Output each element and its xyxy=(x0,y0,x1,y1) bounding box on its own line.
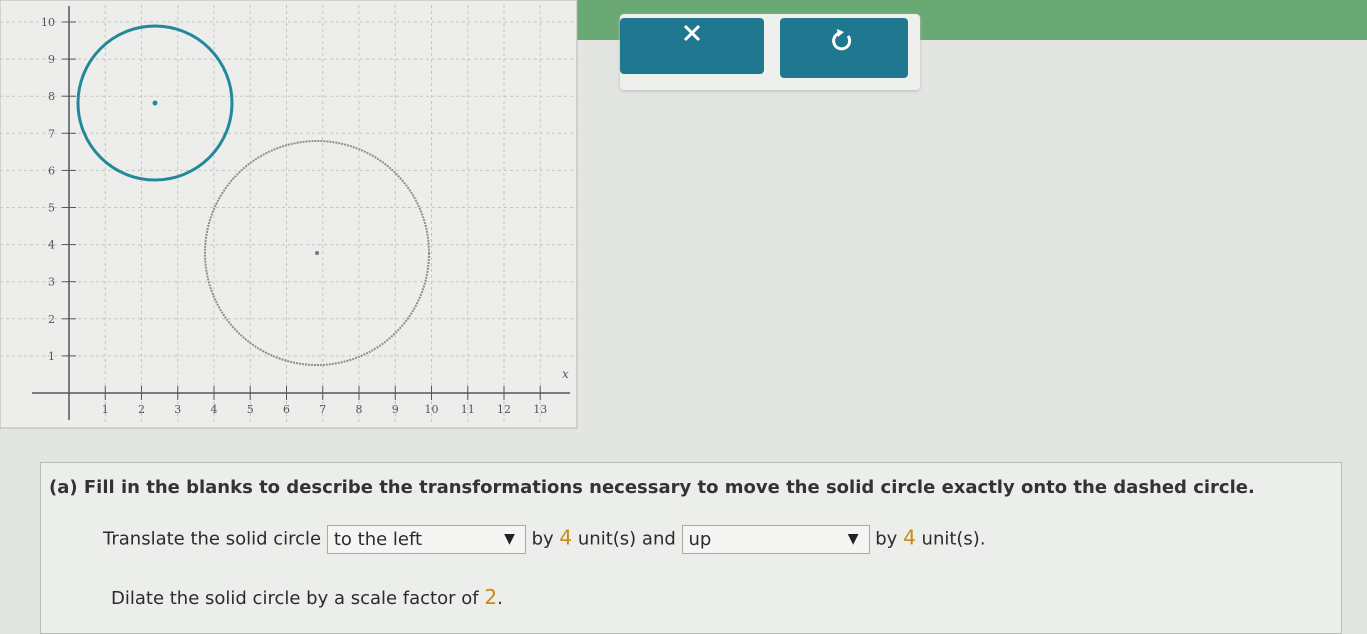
dashed-circle xyxy=(204,140,430,366)
dropdown-value: to the left xyxy=(333,529,423,550)
text: by xyxy=(531,528,554,550)
x-tick-label: 6 xyxy=(283,403,290,416)
undo-icon xyxy=(832,29,852,51)
y-tick-label: 1 xyxy=(48,350,55,363)
y-tick-label: 6 xyxy=(48,164,55,177)
x-tick-label: 7 xyxy=(319,403,326,416)
answer-value[interactable]: 2 xyxy=(484,585,498,609)
x-tick-label: 12 xyxy=(497,403,511,416)
x-tick-label: 1 xyxy=(102,403,109,416)
text: Dilate the solid circle by a scale facto… xyxy=(111,588,479,609)
y-tick-label: 5 xyxy=(48,202,55,215)
x-tick-label: 4 xyxy=(211,403,218,416)
question-box: (a) Fill in the blanks to describe the t… xyxy=(40,462,1342,634)
answer-value[interactable]: 4 xyxy=(559,525,573,550)
translate-line: Translate the solid circle to the left ▼ … xyxy=(103,525,986,554)
prompt-text: Fill in the blanks to describe the trans… xyxy=(83,477,1255,498)
solid-circle-center xyxy=(152,100,158,106)
x-axis-label: x xyxy=(562,367,569,381)
clear-icon xyxy=(683,24,701,42)
solid-circle xyxy=(76,24,234,182)
x-tick-label: 5 xyxy=(247,403,254,416)
question-prompt: (a) Fill in the blanks to describe the t… xyxy=(49,477,1255,498)
question-label: (a) xyxy=(49,477,78,498)
y-tick-label: 7 xyxy=(48,127,55,140)
y-tick-label: 4 xyxy=(48,239,55,252)
text: Translate the solid circle xyxy=(103,528,322,550)
y-tick-label: 10 xyxy=(41,16,55,29)
text: by xyxy=(875,528,898,550)
x-tick-label: 11 xyxy=(461,403,475,416)
y-tick-label: 9 xyxy=(48,53,55,66)
y-tick-label: 8 xyxy=(48,90,55,103)
text: . xyxy=(497,588,503,609)
direction-dropdown[interactable]: to the left ▼ xyxy=(326,525,526,554)
dilate-line: Dilate the solid circle by a scale facto… xyxy=(111,585,503,609)
answer-value[interactable]: 4 xyxy=(903,525,916,550)
y-tick-label: 3 xyxy=(48,276,55,289)
x-tick-label: 8 xyxy=(356,403,363,416)
graph-panel xyxy=(0,0,578,429)
y-tick-label: 2 xyxy=(48,313,55,326)
dashed-circle-center xyxy=(315,251,319,255)
x-tick-label: 9 xyxy=(392,403,399,416)
text: unit(s). xyxy=(921,528,986,550)
tool-panel xyxy=(620,14,920,90)
x-tick-label: 13 xyxy=(533,403,547,416)
undo-button[interactable] xyxy=(780,18,908,78)
x-tick-label: 2 xyxy=(138,403,145,416)
text: unit(s) and xyxy=(577,528,676,550)
direction-dropdown[interactable]: up ▼ xyxy=(681,525,870,554)
clear-button[interactable] xyxy=(620,18,764,74)
dropdown-value: up xyxy=(688,529,712,550)
x-tick-label: 3 xyxy=(174,403,181,416)
x-tick-label: 10 xyxy=(425,403,439,416)
